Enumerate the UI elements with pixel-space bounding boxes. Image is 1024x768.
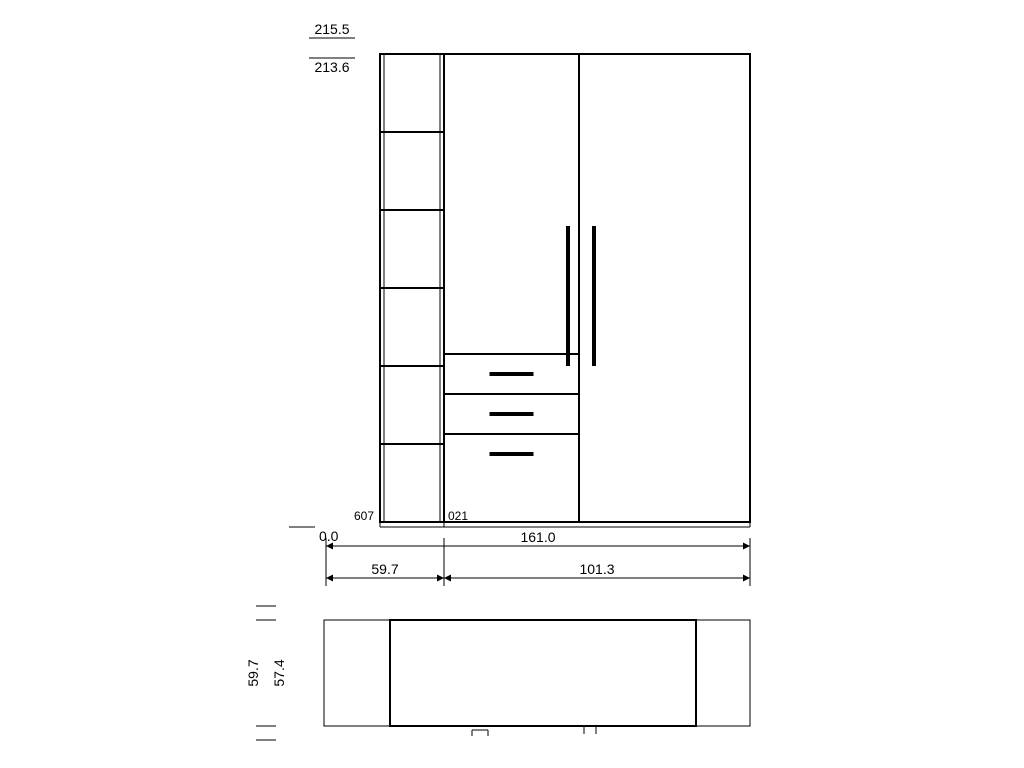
dim-width-total: 161.0 <box>520 529 555 545</box>
id-right: 021 <box>448 509 468 523</box>
dim-width-left: 59.7 <box>371 561 398 577</box>
technical-drawing: 215.5 213.6 0.0 607 021 161.0 59.7 101.3 59.7 57.… <box>0 0 1024 768</box>
height-inner: 213.6 <box>314 59 349 75</box>
dim-width-right: 101.3 <box>579 561 614 577</box>
height-zero: 0.0 <box>319 528 339 544</box>
id-left: 607 <box>354 509 374 523</box>
dim-depth-outer: 59.7 <box>245 659 261 686</box>
height-top: 215.5 <box>314 21 349 37</box>
dim-depth-inner: 57.4 <box>271 659 287 686</box>
